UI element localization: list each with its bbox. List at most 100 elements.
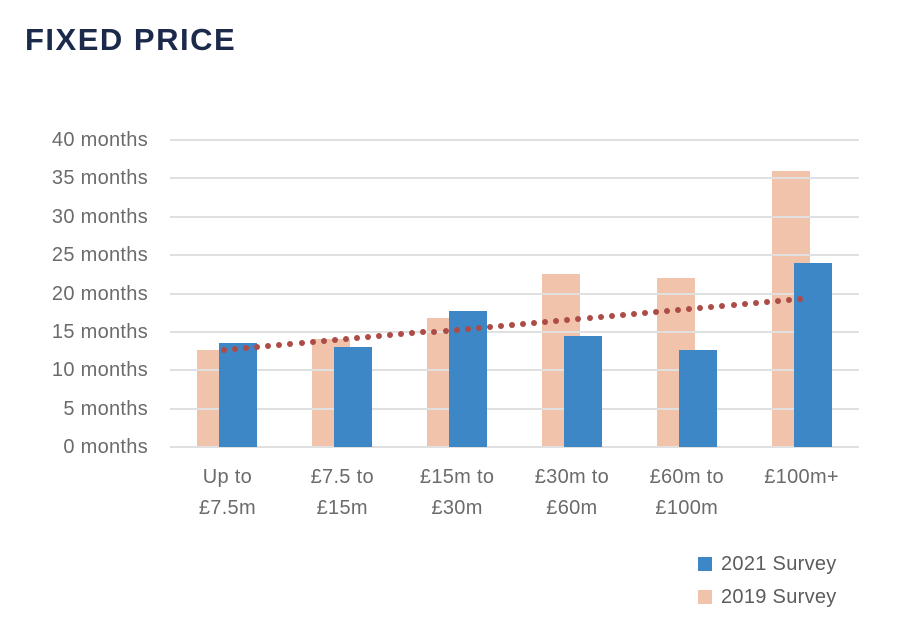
bar-2021-survey (219, 343, 258, 447)
trend-dot (298, 340, 305, 347)
trend-dot (254, 344, 261, 351)
y-axis-tick-label: 35 months (51, 167, 148, 190)
trend-dot (232, 346, 239, 353)
trend-dot (353, 335, 360, 342)
trend-dot (608, 312, 615, 319)
x-axis-category-label: £60m to £100m (622, 462, 752, 524)
trend-dot (243, 345, 250, 352)
trend-dot (420, 329, 427, 336)
chart-title: FIXED PRICE (25, 22, 237, 57)
trend-dot (342, 336, 349, 343)
gridline (170, 446, 859, 448)
gridline (170, 330, 859, 333)
x-axis-label-line: £30m to (534, 466, 610, 488)
trend-dot (475, 324, 482, 331)
x-axis-label-line: £15m to (419, 466, 495, 488)
trend-dot (509, 321, 515, 328)
trend-dot (309, 339, 316, 346)
trend-dot (464, 325, 471, 332)
y-axis-tick-label: 20 months (51, 282, 148, 305)
x-axis-label-line: £100m+ (764, 466, 839, 488)
legend-label: 2019 Survey (721, 585, 837, 608)
trend-dot (686, 305, 693, 312)
trend-dot (287, 341, 294, 348)
trend-dot (453, 326, 460, 333)
legend-swatch (698, 590, 712, 604)
trend-dot (221, 347, 227, 354)
y-axis-tick-label: 40 months (51, 129, 148, 151)
trend-dot (741, 300, 748, 307)
bar-2021-survey (563, 336, 602, 447)
trend-dot (785, 296, 792, 303)
gridline (170, 215, 859, 218)
trend-dot (774, 297, 781, 304)
legend-item: 2021 Survey (698, 552, 837, 576)
trend-dot (653, 308, 659, 315)
bar-2021-survey (449, 311, 488, 447)
trend-dot (276, 342, 283, 349)
y-axis-tick-label: 10 months (51, 359, 148, 382)
gridline (170, 177, 859, 180)
x-axis-category-label: £100m+ (737, 462, 867, 493)
trend-dot (763, 298, 770, 305)
trend-dot (320, 338, 327, 345)
x-axis-category-label: £7.5 to £15m (277, 462, 407, 524)
trend-dot (564, 316, 571, 323)
trend-dot (752, 299, 759, 306)
gridline (170, 139, 859, 141)
trend-dot (531, 319, 538, 326)
x-axis-label-line: £7.5 to (310, 466, 374, 488)
trend-dot (398, 331, 405, 338)
gridline (170, 407, 859, 410)
trend-dot (675, 306, 682, 313)
gridline (170, 292, 859, 295)
legend-swatch (698, 557, 712, 571)
trend-dot (708, 303, 715, 310)
x-axis-label-line: Up to (202, 466, 253, 488)
trend-dot (542, 318, 549, 325)
trend-dot (409, 330, 416, 337)
trend-dot (431, 328, 438, 335)
y-axis-tick-label: 0 months (63, 436, 148, 458)
legend-label: 2021 Survey (721, 552, 837, 575)
trend-dot (553, 317, 560, 324)
trend-dot (730, 301, 737, 308)
bar-2021-survey (678, 349, 717, 447)
bar-2021-survey (334, 347, 373, 447)
gridline (170, 369, 859, 372)
x-axis-category-label: £30m to £60m (507, 462, 637, 524)
y-axis-tick-label: 25 months (51, 244, 148, 267)
trend-dot (619, 311, 626, 318)
trend-dot (641, 309, 648, 316)
trend-dot (442, 327, 449, 334)
trend-dot (265, 343, 272, 350)
y-axis-tick-label: 15 months (51, 320, 148, 343)
gridline (170, 254, 859, 257)
trend-dot (586, 314, 593, 321)
x-axis-label-line: £30m (431, 497, 483, 519)
legend: 2021 Survey 2019 Survey (698, 552, 837, 609)
trend-dot (376, 333, 383, 340)
trend-dot (597, 313, 604, 320)
trend-dot (497, 322, 504, 329)
x-axis-label-line: £60m to (649, 466, 724, 488)
trend-dot (664, 307, 671, 314)
trend-dot (331, 337, 338, 344)
trend-dot (520, 320, 527, 327)
y-axis-tick-label: 5 months (63, 397, 148, 420)
legend-item: 2019 Survey (698, 585, 837, 609)
trend-dot (387, 332, 394, 339)
x-axis-label-line: £100m (655, 497, 719, 519)
trend-dot (719, 302, 726, 309)
x-axis-label-line: £60m (546, 497, 598, 519)
trend-dot (630, 310, 637, 317)
trend-dot (486, 323, 493, 330)
bar-2021-survey (793, 262, 832, 447)
